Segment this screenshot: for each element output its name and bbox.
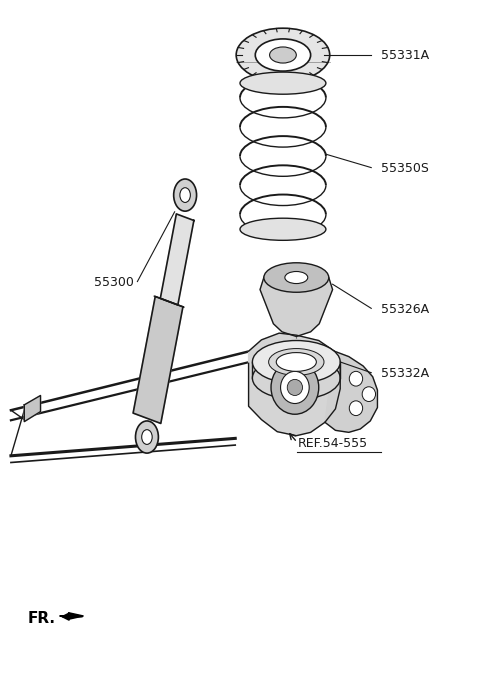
Ellipse shape <box>362 387 375 402</box>
Text: 55300: 55300 <box>95 277 134 289</box>
Ellipse shape <box>236 28 330 82</box>
Ellipse shape <box>285 271 308 283</box>
Text: 55331A: 55331A <box>381 48 429 61</box>
Ellipse shape <box>252 357 340 400</box>
Ellipse shape <box>287 380 302 396</box>
Polygon shape <box>249 333 340 435</box>
Ellipse shape <box>276 353 316 371</box>
Text: FR.: FR. <box>28 611 56 627</box>
Ellipse shape <box>349 371 363 386</box>
Ellipse shape <box>240 218 326 240</box>
Text: 55326A: 55326A <box>381 304 429 316</box>
Ellipse shape <box>264 262 329 292</box>
Polygon shape <box>60 612 84 619</box>
Ellipse shape <box>255 39 311 71</box>
Ellipse shape <box>240 72 326 94</box>
Polygon shape <box>133 297 183 423</box>
Text: REF.54-555: REF.54-555 <box>297 437 367 450</box>
Polygon shape <box>160 214 194 305</box>
Ellipse shape <box>252 341 340 384</box>
Text: 55332A: 55332A <box>381 367 429 380</box>
Text: 55350S: 55350S <box>381 162 429 176</box>
Ellipse shape <box>135 421 158 453</box>
Ellipse shape <box>269 349 324 376</box>
Polygon shape <box>325 351 377 432</box>
Ellipse shape <box>349 401 363 416</box>
Ellipse shape <box>271 361 319 415</box>
Polygon shape <box>260 277 333 336</box>
Ellipse shape <box>174 179 197 211</box>
Ellipse shape <box>281 371 309 404</box>
Ellipse shape <box>180 188 191 203</box>
Polygon shape <box>24 396 40 421</box>
Ellipse shape <box>142 429 152 444</box>
Ellipse shape <box>270 47 296 63</box>
